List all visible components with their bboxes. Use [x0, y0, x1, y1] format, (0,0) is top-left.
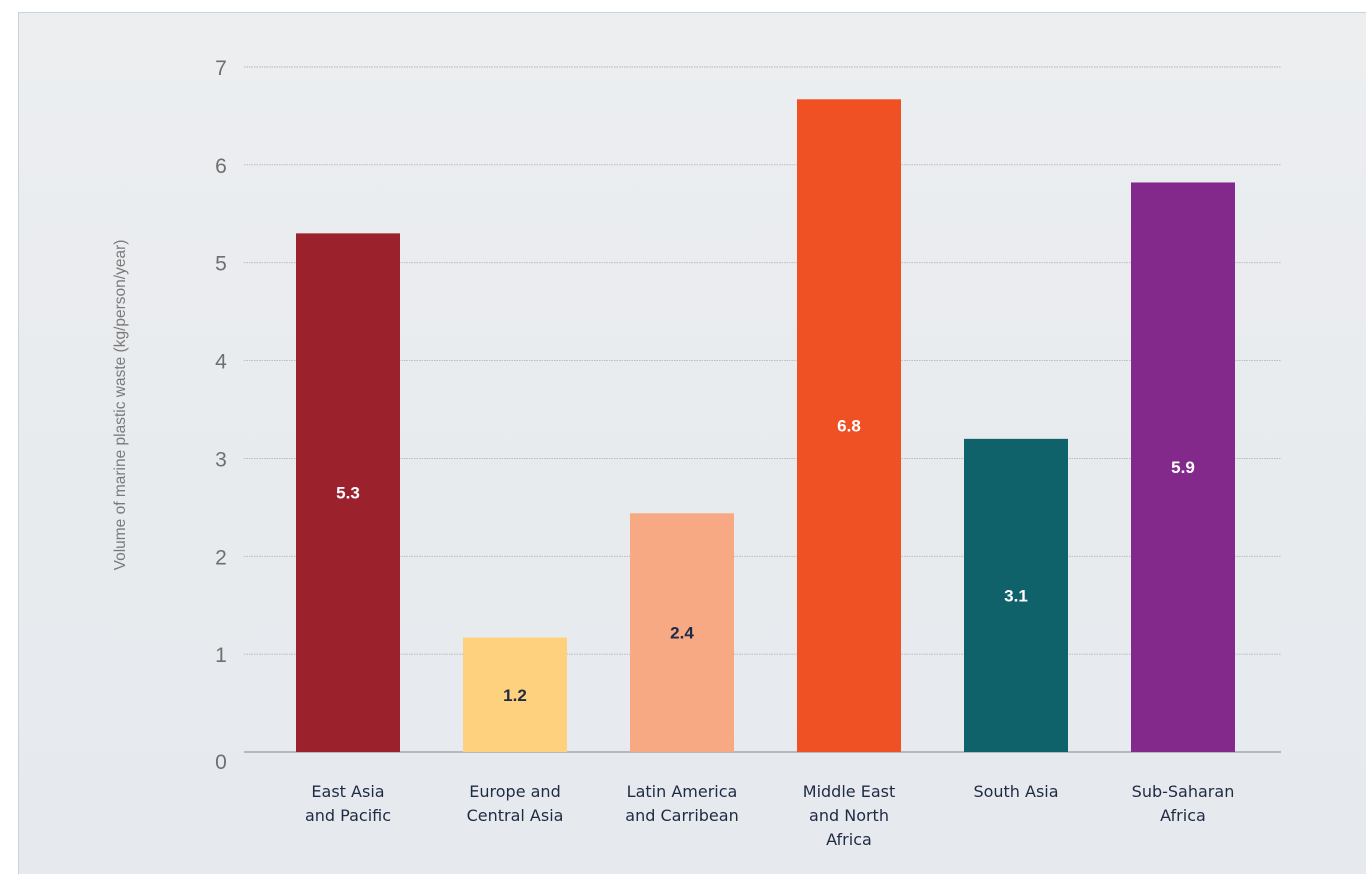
- y-tick-label: 7: [215, 57, 227, 80]
- bar-value-label: 5.3: [336, 484, 360, 503]
- y-tick-label: 0: [215, 751, 227, 774]
- y-axis-label: Volume of marine plastic waste (kg/perso…: [112, 240, 129, 571]
- bar: [630, 513, 734, 752]
- bar-value-label: 5.9: [1171, 458, 1195, 477]
- x-category-label: Europe and Central Asia: [467, 782, 564, 825]
- y-tick-label: 3: [215, 448, 227, 471]
- bar: [1131, 182, 1235, 752]
- gridlines: [244, 66, 1281, 753]
- x-category-label: East Asia and Pacific: [305, 782, 391, 825]
- y-tick-label: 4: [215, 351, 227, 374]
- x-category-label: Sub-Saharan Africa: [1132, 782, 1235, 825]
- x-category-label: Middle East and North Africa: [803, 782, 895, 849]
- y-axis-ticks: 0 1 2 3 4 5 6 7: [215, 57, 227, 774]
- bar: [463, 637, 567, 752]
- bar: [964, 438, 1068, 752]
- y-tick-label: 1: [215, 644, 227, 667]
- bar-value-label: 6.8: [837, 417, 861, 436]
- bar: [296, 233, 400, 752]
- y-tick-label: 6: [215, 155, 227, 178]
- y-tick-label: 2: [215, 546, 227, 569]
- bar: [797, 99, 901, 753]
- x-axis-categories: East Asia and Pacific Europe and Central As…: [305, 782, 1234, 849]
- bar-value-label: 3.1: [1004, 586, 1028, 605]
- bar-value-label: 2.4: [670, 624, 694, 643]
- x-category-label: South Asia: [973, 782, 1058, 801]
- bars: 5.3 1.2 2.4 6.8 3.1 5.9: [296, 99, 1235, 753]
- x-category-label: Latin America and Carribean: [625, 782, 738, 825]
- bar-value-label: 1.2: [503, 686, 527, 705]
- y-tick-label: 5: [215, 253, 227, 276]
